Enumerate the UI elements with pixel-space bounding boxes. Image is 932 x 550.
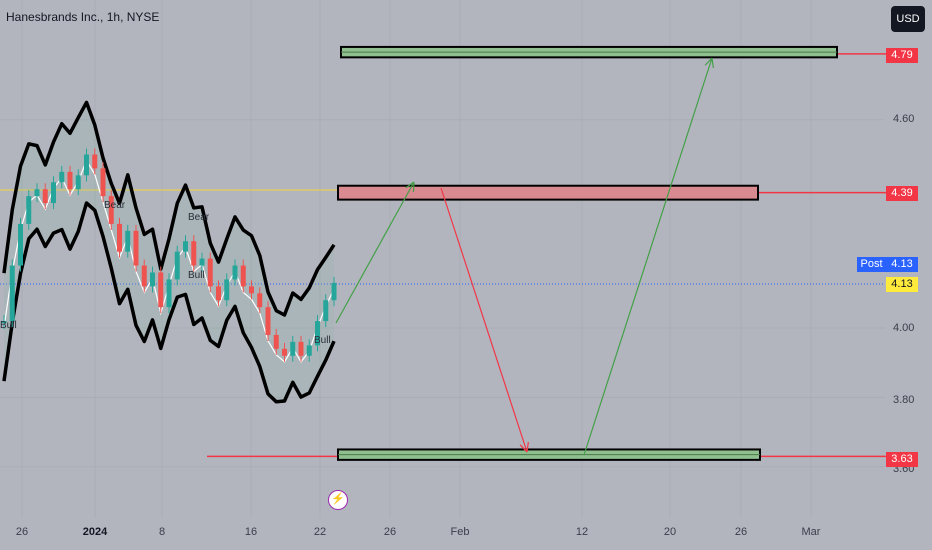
indicator-label-bull: Bull: [0, 320, 17, 331]
time-tick: 12: [575, 526, 589, 538]
candle-body: [108, 196, 114, 224]
post-label: Post: [857, 257, 886, 272]
price-label-3-63: 3.63: [886, 452, 918, 467]
price-tick: 3.80: [893, 394, 915, 406]
candles: [1, 148, 337, 362]
price-tick: 4.60: [893, 113, 915, 125]
price-label-post: 4.13: [886, 257, 918, 272]
candle-body: [199, 258, 205, 266]
chart-title: Hanesbrands Inc., 1h, NYSE: [6, 10, 160, 24]
arrow-head: [519, 444, 528, 453]
candle-body: [224, 279, 230, 301]
candle-body: [216, 286, 221, 301]
projection-arrow: [440, 187, 528, 453]
candle-body: [257, 293, 263, 308]
indicator-label-bull: Bull: [314, 335, 331, 346]
candle-body: [166, 279, 172, 308]
time-tick: 26: [734, 526, 748, 538]
candle-body: [1, 321, 7, 324]
candle-body: [207, 258, 213, 287]
zone-rect: [337, 184, 759, 201]
zone-rects[interactable]: [337, 45, 838, 461]
time-tick: Mar: [801, 526, 821, 538]
candle-body: [117, 223, 122, 252]
candle-body: [42, 189, 48, 204]
time-tick: 16: [244, 526, 258, 538]
candle-body: [306, 345, 312, 356]
time-tick: 8: [158, 526, 166, 538]
time-tick: 26: [15, 526, 29, 538]
candle-body: [26, 196, 32, 224]
indicator-label-bear: Bear: [188, 212, 210, 223]
candle-body: [282, 348, 287, 356]
arrow-head: [412, 181, 415, 193]
candle-body: [158, 272, 164, 308]
envelope-lower: [2, 201, 336, 404]
candle-body: [34, 189, 40, 197]
candle-body: [290, 341, 296, 356]
candle-body: [174, 251, 180, 280]
horizontal-levels[interactable]: [207, 53, 886, 458]
chart-grid: [0, 0, 885, 518]
time-tick: 20: [663, 526, 677, 538]
arrow-head: [526, 442, 529, 453]
candle-body: [298, 341, 304, 356]
price-label-4-39: 4.39: [886, 186, 918, 201]
envelope-upper: [2, 100, 336, 317]
candle-body: [75, 175, 81, 190]
arrow-head: [405, 181, 415, 189]
indicator-label-bear: Bear: [104, 200, 126, 211]
arrow-head: [711, 57, 714, 68]
candle-body: [51, 182, 56, 204]
candle-body: [240, 265, 246, 287]
candle-body: [133, 230, 139, 266]
price-label-last: 4.13: [886, 277, 918, 292]
candle-body: [191, 241, 197, 266]
candle-body: [18, 223, 23, 266]
price-tick: 4.00: [893, 322, 915, 334]
candle-body: [67, 171, 73, 190]
candle-body: [265, 307, 271, 335]
candle-body: [232, 265, 238, 280]
candle-body: [150, 272, 155, 287]
lightning-event-icon[interactable]: ⚡: [328, 490, 348, 510]
candle-body: [141, 265, 147, 287]
projection-arrow: [335, 181, 415, 324]
candle-body: [315, 321, 320, 346]
currency-button[interactable]: USD: [891, 6, 925, 32]
time-tick: 2024: [82, 526, 108, 538]
candle-body: [323, 300, 329, 322]
candle-body: [125, 230, 131, 252]
price-label-4-79: 4.79: [886, 48, 918, 63]
time-tick: 22: [313, 526, 327, 538]
candle-body: [84, 154, 89, 176]
projection-arrow: [583, 57, 713, 456]
candle-body: [331, 282, 337, 301]
indicator-label-bull: Bull: [188, 270, 205, 281]
candle-body: [9, 265, 15, 322]
time-tick: Feb: [450, 526, 470, 538]
candle-body: [183, 241, 188, 252]
candle-body: [100, 168, 106, 197]
time-tick: 26: [383, 526, 397, 538]
candle-body: [249, 286, 254, 294]
candle-body: [59, 171, 65, 183]
arrow-head: [704, 57, 713, 66]
candle-body: [273, 334, 279, 349]
candle-body: [92, 154, 98, 169]
projection-arrows[interactable]: [335, 57, 714, 456]
